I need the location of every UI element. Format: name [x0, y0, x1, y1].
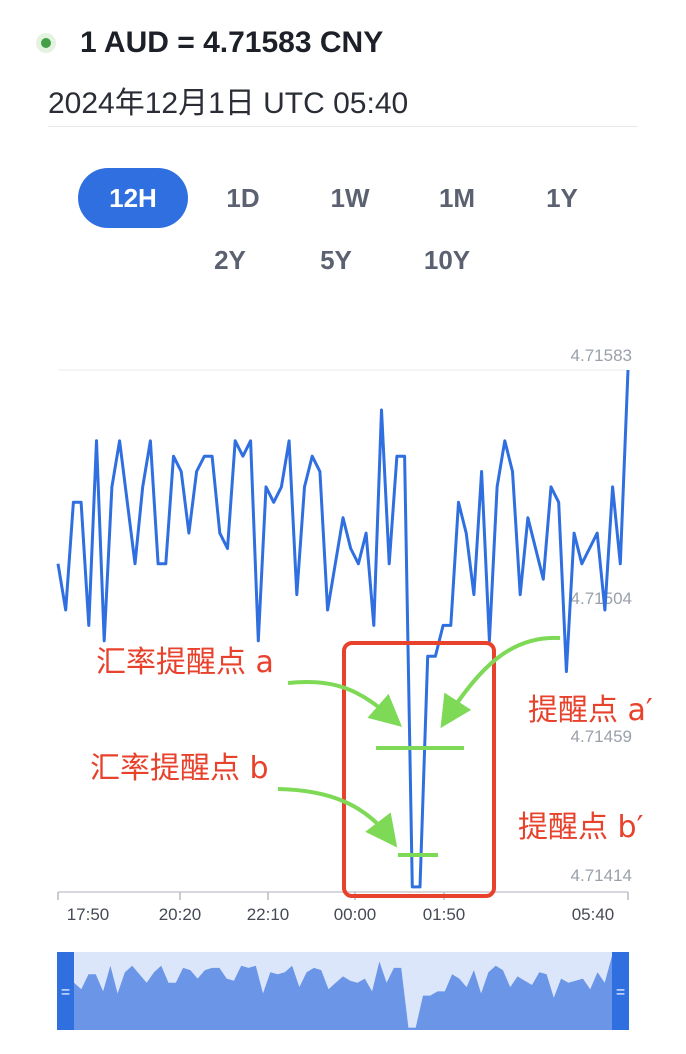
x-tick-label: 05:40	[572, 905, 615, 924]
live-status-dot-icon	[36, 33, 56, 53]
rate-timestamp: 2024年12月1日 UTC 05:40	[48, 87, 409, 120]
range-tab-1w[interactable]: 1W	[330, 183, 370, 213]
x-tick-label: 01:50	[423, 905, 466, 924]
navigator-right-grip-icon: =	[616, 984, 625, 1001]
x-axis-ticks	[57, 892, 629, 900]
range-tab-2y[interactable]: 2Y	[214, 245, 246, 275]
alert-point-b-label: 汇率提醒点 b	[90, 751, 269, 786]
arrow-b	[277, 787, 398, 848]
header-divider	[48, 126, 638, 127]
x-tick-label: 22:10	[247, 905, 290, 924]
alert-point-b-prime-label: 提醒点 b′	[518, 810, 644, 845]
range-tab-1y[interactable]: 1Y	[546, 183, 578, 213]
rate-chart[interactable]: 4.71583 4.71504 4.71459 4.71414 17:50 20…	[0, 330, 686, 1054]
range-tab-10y[interactable]: 10Y	[423, 245, 471, 275]
y-tick-label: 4.71583	[571, 346, 632, 365]
x-tick-label: 00:00	[334, 905, 377, 924]
rate-title: 1 AUD = 4.71583 CNY	[80, 26, 384, 59]
range-tab-1m[interactable]: 1M	[438, 183, 476, 213]
arrow-a-prime	[440, 635, 561, 729]
navigator-left-grip-icon: =	[61, 984, 70, 1001]
alert-point-a-prime-label: 提醒点 a′	[528, 693, 653, 728]
alert-point-a-label: 汇率提醒点 a	[96, 645, 274, 680]
range-tab-1d[interactable]: 1D	[226, 183, 260, 213]
arrow-a	[287, 679, 403, 727]
y-tick-label: 4.71414	[571, 866, 632, 885]
series-line	[56, 369, 630, 889]
navigator-area	[74, 956, 612, 1030]
y-tick-label: 4.71459	[571, 727, 632, 746]
range-tab-12h[interactable]: 12H	[78, 168, 188, 228]
range-navigator[interactable]: = =	[57, 952, 629, 1030]
x-tick-label: 17:50	[67, 905, 110, 924]
navigator-right-handle[interactable]	[612, 952, 629, 1030]
x-tick-label: 20:20	[159, 905, 202, 924]
range-tab-5y[interactable]: 5Y	[320, 245, 352, 275]
highlight-box	[342, 641, 496, 898]
navigator-left-handle[interactable]	[57, 952, 74, 1030]
y-tick-label: 4.71504	[571, 589, 632, 608]
